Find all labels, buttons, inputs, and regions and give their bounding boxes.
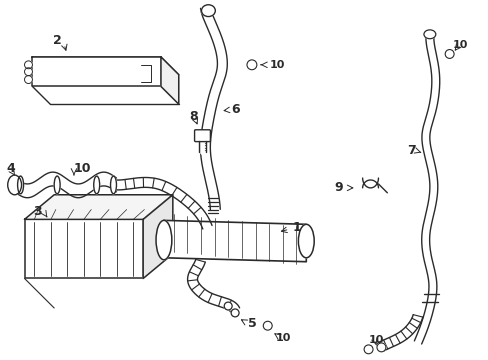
- Ellipse shape: [376, 343, 385, 352]
- Ellipse shape: [298, 224, 314, 258]
- Text: 10: 10: [368, 336, 384, 346]
- Polygon shape: [32, 57, 161, 86]
- Text: 7: 7: [406, 144, 415, 157]
- Text: 10: 10: [275, 333, 291, 342]
- Ellipse shape: [263, 321, 272, 330]
- Ellipse shape: [24, 68, 32, 76]
- Text: 8: 8: [189, 109, 198, 122]
- Polygon shape: [163, 220, 305, 262]
- Ellipse shape: [24, 61, 32, 69]
- Text: 10: 10: [269, 60, 285, 70]
- Text: 4: 4: [6, 162, 15, 175]
- Ellipse shape: [24, 76, 32, 84]
- Ellipse shape: [364, 345, 372, 354]
- Ellipse shape: [8, 175, 21, 195]
- Polygon shape: [24, 195, 172, 219]
- Ellipse shape: [224, 302, 232, 310]
- Text: 6: 6: [230, 103, 239, 116]
- Text: 10: 10: [73, 162, 90, 175]
- Ellipse shape: [201, 5, 215, 17]
- FancyBboxPatch shape: [194, 130, 210, 141]
- Polygon shape: [161, 57, 179, 104]
- Ellipse shape: [156, 220, 171, 260]
- Ellipse shape: [94, 176, 100, 194]
- Text: 3: 3: [33, 205, 41, 218]
- Ellipse shape: [231, 309, 239, 317]
- Ellipse shape: [444, 50, 453, 58]
- Ellipse shape: [110, 176, 116, 194]
- Text: 5: 5: [247, 317, 256, 330]
- Text: 2: 2: [53, 34, 61, 47]
- Text: 10: 10: [452, 40, 467, 50]
- Polygon shape: [32, 57, 179, 75]
- Text: 9: 9: [334, 181, 343, 194]
- Ellipse shape: [54, 176, 60, 194]
- Polygon shape: [143, 195, 172, 278]
- Ellipse shape: [423, 30, 435, 39]
- Ellipse shape: [246, 60, 256, 70]
- Polygon shape: [24, 219, 143, 278]
- Text: 1: 1: [292, 221, 301, 234]
- Ellipse shape: [18, 176, 23, 194]
